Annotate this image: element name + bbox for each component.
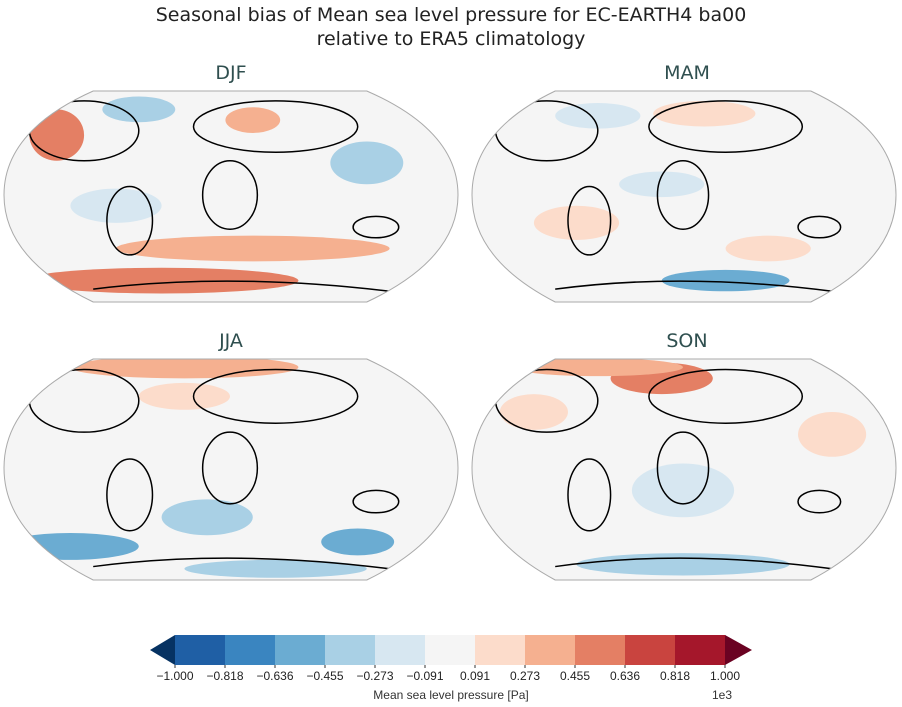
- map-field: [4, 91, 458, 302]
- bias-region: [116, 235, 390, 262]
- figure-title-line2: relative to ERA5 climatology: [316, 28, 586, 50]
- colorbar-tick-label: 0.091: [459, 669, 491, 683]
- coastline: [797, 489, 842, 514]
- bias-region: [555, 102, 641, 129]
- coastline: [352, 215, 400, 239]
- coastline: [201, 160, 259, 230]
- bias-region: [70, 359, 299, 379]
- map-son: [471, 358, 897, 581]
- bias-region: [24, 267, 299, 294]
- coastline: [656, 160, 710, 230]
- colorbar-segment: [175, 635, 226, 665]
- coastline: [352, 489, 400, 514]
- coastline: [106, 458, 154, 532]
- coastline: [797, 215, 842, 239]
- map-outline: [3, 90, 459, 303]
- bias-region: [184, 559, 367, 578]
- colorbar-tick-label: −0.091: [406, 669, 444, 683]
- bias-region: [533, 205, 620, 240]
- map-field: [472, 91, 896, 302]
- coastline: [567, 185, 612, 256]
- figure-title-line1: Seasonal bias of Mean sea level pressure…: [155, 4, 747, 26]
- coastline: [648, 100, 804, 153]
- map-outline: [471, 90, 897, 303]
- colorbar: [150, 635, 752, 668]
- colorbar-segment: [225, 635, 276, 665]
- colorbar-label: Mean sea level pressure [Pa]: [373, 688, 529, 702]
- colorbar-under-extension: [150, 635, 175, 665]
- panel-title-son: SON: [666, 330, 708, 352]
- map-field: [472, 359, 896, 580]
- bias-region: [798, 412, 867, 457]
- bias-region: [330, 141, 404, 185]
- bias-region: [225, 107, 281, 133]
- panel-title-djf: DJF: [215, 62, 247, 84]
- bias-region: [499, 394, 568, 430]
- bias-region: [619, 171, 705, 198]
- colorbar-tick-label: −0.818: [206, 669, 244, 683]
- panel-title-mam: MAM: [664, 62, 710, 84]
- colorbar-tick-label: −0.273: [356, 669, 394, 683]
- bias-region: [161, 499, 253, 536]
- bias-region: [138, 382, 230, 410]
- bias-region: [102, 96, 176, 123]
- panel-title-jja: JJA: [219, 330, 243, 352]
- bias-region: [512, 359, 683, 377]
- coastline: [106, 185, 154, 256]
- coastline: [656, 431, 710, 505]
- colorbar-segment: [375, 635, 426, 665]
- colorbar-tick-label: 0.818: [659, 669, 691, 683]
- colorbar-segment: [475, 635, 526, 665]
- map-mam: [471, 90, 897, 303]
- colorbar-tick-label: −0.455: [306, 669, 344, 683]
- colorbar-over-extension: [725, 635, 752, 665]
- colorbar-segment: [625, 635, 676, 665]
- map-field: [4, 359, 458, 580]
- colorbar-segment: [525, 635, 576, 665]
- colorbar-segment: [275, 635, 326, 665]
- map-outline: [471, 358, 897, 581]
- coastline: [192, 368, 359, 424]
- colorbar-segment: [325, 635, 376, 665]
- colorbar-segment: [675, 635, 726, 665]
- colorbar-tick-label: −1.000: [156, 669, 194, 683]
- coastline: [201, 431, 259, 505]
- coastline: [648, 368, 804, 424]
- map-background: [472, 91, 896, 302]
- coastline: [567, 458, 612, 532]
- coastline: [192, 100, 359, 153]
- bias-region: [321, 528, 395, 556]
- coastline-antarctica: [93, 557, 390, 570]
- map-jja: [3, 358, 459, 581]
- colorbar-segment: [575, 635, 626, 665]
- colorbar-tick-label: 0.636: [609, 669, 641, 683]
- coastline-antarctica: [555, 557, 833, 570]
- bias-region: [661, 269, 790, 292]
- bias-region: [631, 463, 735, 518]
- map-outline: [3, 358, 459, 581]
- coastline-antarctica: [555, 280, 833, 293]
- bias-region: [725, 235, 811, 262]
- map-djf: [3, 90, 459, 303]
- bias-region: [653, 100, 756, 127]
- colorbar-tick-label: 0.455: [559, 669, 591, 683]
- colorbar-tick-label: −0.636: [256, 669, 294, 683]
- colorbar-tick-label: 1.000: [709, 669, 741, 683]
- colorbar-multiplier: 1e3: [712, 688, 733, 702]
- colorbar-tick-label: 0.273: [509, 669, 541, 683]
- bias-region: [29, 109, 85, 161]
- bias-region: [4, 532, 139, 560]
- bias-region: [70, 188, 162, 223]
- bias-region: [576, 553, 790, 576]
- coastline-antarctica: [93, 280, 390, 293]
- colorbar-segment: [425, 635, 476, 665]
